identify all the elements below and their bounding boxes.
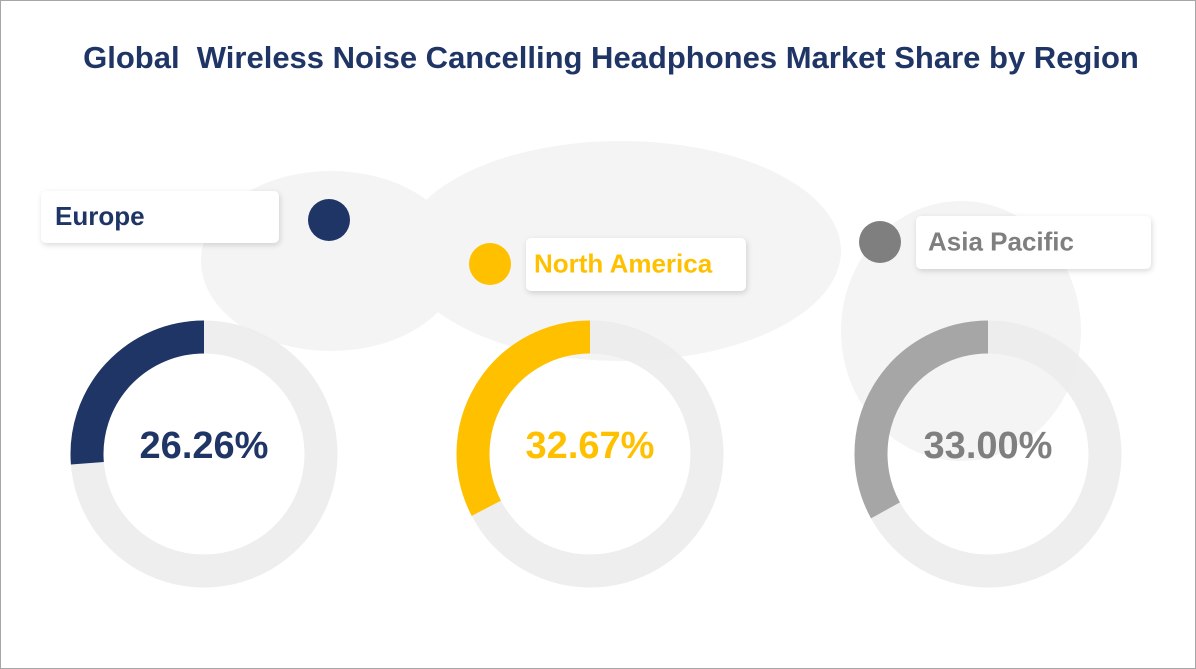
- legend-box: [526, 238, 746, 291]
- legend-label: North America: [534, 248, 713, 278]
- map-background: [201, 141, 1081, 461]
- chart-title: Global Wireless Noise Cancelling Headpho…: [83, 40, 1139, 75]
- legend-box: [916, 216, 1151, 269]
- value-label: 26.26%: [140, 425, 269, 467]
- legend-box: [41, 191, 279, 243]
- value-label: 32.67%: [526, 425, 655, 467]
- value-label: 33.00%: [924, 425, 1053, 467]
- legend-dot: [859, 221, 901, 263]
- legend-label: Europe: [55, 201, 145, 231]
- donut-arc: [854, 320, 989, 519]
- legend-dot: [469, 243, 511, 285]
- legend-label: Asia Pacific: [928, 226, 1074, 256]
- legend-dot: [308, 199, 350, 241]
- donut-arc: [70, 320, 205, 465]
- donut-arc: [456, 320, 591, 516]
